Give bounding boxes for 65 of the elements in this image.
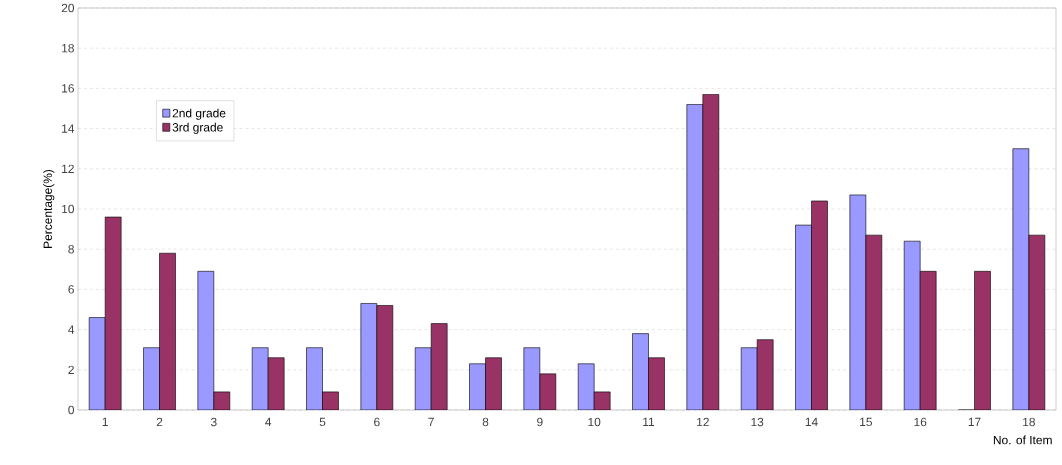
bar bbox=[430, 323, 448, 410]
bar bbox=[648, 357, 665, 410]
y-tick-label: 2 bbox=[68, 365, 74, 374]
x-tick-label: 5 bbox=[319, 417, 326, 427]
bar bbox=[1012, 148, 1030, 410]
bar bbox=[865, 234, 883, 410]
y-tick-label: 6 bbox=[68, 285, 74, 294]
bar bbox=[795, 224, 812, 410]
x-tick-label: 2 bbox=[156, 417, 163, 427]
bar bbox=[469, 363, 486, 410]
x-tick-label: 7 bbox=[428, 417, 434, 426]
bar bbox=[811, 200, 828, 410]
legend-label: 2nd grade bbox=[172, 108, 226, 120]
y-tick-label: 8 bbox=[68, 244, 74, 254]
bar bbox=[252, 347, 269, 410]
x-axis-title: No. of Item bbox=[993, 435, 1052, 445]
bar bbox=[88, 317, 106, 410]
x-tick-label: 17 bbox=[968, 417, 981, 426]
bar bbox=[539, 373, 557, 410]
bar bbox=[903, 240, 921, 410]
x-tick-label: 14 bbox=[805, 417, 818, 426]
x-tick-label: 3 bbox=[210, 417, 217, 427]
x-tick-label: 8 bbox=[482, 417, 489, 427]
legend-label: 3rd grade bbox=[172, 122, 223, 134]
y-tick-label: 10 bbox=[62, 204, 75, 214]
bar bbox=[577, 363, 595, 410]
bar bbox=[268, 357, 285, 410]
bar bbox=[849, 194, 867, 410]
bar bbox=[756, 339, 774, 410]
y-tick-label: 0 bbox=[68, 405, 75, 415]
bar bbox=[360, 303, 378, 410]
bar bbox=[414, 347, 432, 410]
x-tick-label: 11 bbox=[643, 417, 655, 426]
y-tick-label: 4 bbox=[68, 325, 75, 334]
x-tick-label: 16 bbox=[914, 417, 927, 427]
y-axis-title: Percentage(%) bbox=[43, 169, 55, 248]
x-tick-label: 15 bbox=[860, 417, 872, 427]
y-tick-label: 18 bbox=[62, 43, 74, 53]
x-tick-label: 1 bbox=[102, 417, 108, 426]
y-tick-label: 16 bbox=[62, 84, 74, 93]
x-tick-label: 6 bbox=[374, 417, 380, 427]
y-tick-label: 20 bbox=[61, 3, 75, 13]
x-tick-label: 4 bbox=[265, 417, 272, 426]
bar bbox=[686, 104, 704, 410]
x-tick-label: 12 bbox=[697, 417, 709, 427]
bar bbox=[919, 271, 937, 410]
bar bbox=[376, 305, 394, 410]
bar bbox=[740, 347, 758, 410]
y-tick-label: 12 bbox=[62, 164, 74, 173]
bar bbox=[1028, 234, 1046, 410]
bar bbox=[104, 216, 122, 410]
bar bbox=[485, 357, 502, 410]
bar bbox=[197, 271, 215, 410]
bar bbox=[159, 252, 176, 410]
x-tick-label: 10 bbox=[588, 417, 601, 427]
bar bbox=[702, 94, 720, 410]
x-tick-label: 13 bbox=[751, 417, 764, 427]
x-tick-label: 9 bbox=[537, 417, 543, 427]
bar bbox=[632, 333, 649, 410]
bar bbox=[974, 271, 991, 410]
bar bbox=[143, 347, 160, 410]
y-tick-label: 14 bbox=[62, 124, 75, 133]
bar bbox=[523, 347, 541, 410]
bar bbox=[306, 347, 323, 410]
x-tick-label: 18 bbox=[1023, 417, 1035, 427]
